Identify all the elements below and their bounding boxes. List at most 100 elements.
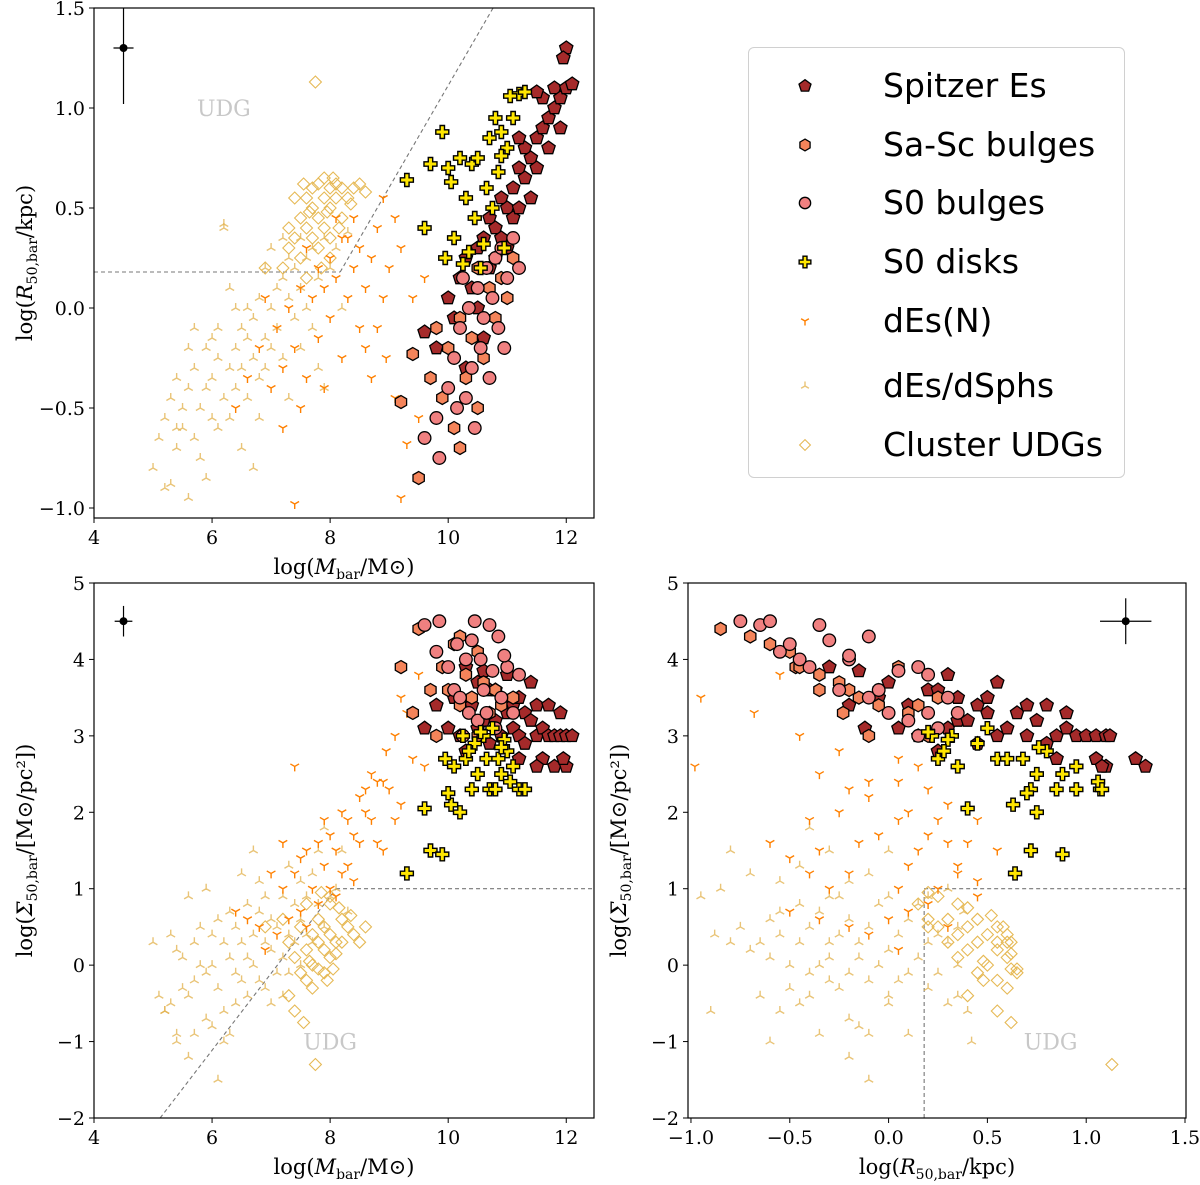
data-point <box>225 952 235 961</box>
data-point <box>491 629 506 644</box>
data-point <box>337 809 347 818</box>
axes-frame <box>93 582 595 1119</box>
data-point <box>862 728 876 744</box>
data-point <box>166 929 176 938</box>
data-point <box>482 130 497 146</box>
data-point <box>290 870 300 879</box>
legend-marker-icon <box>798 255 812 269</box>
y-tick-label: 2 <box>667 802 679 824</box>
data-point <box>305 927 320 942</box>
data-point <box>372 224 383 233</box>
data-point <box>802 660 817 675</box>
data-point <box>331 274 341 283</box>
data-point <box>1004 935 1018 949</box>
data-point <box>765 914 775 923</box>
data-point <box>177 403 188 412</box>
data-point <box>230 404 241 413</box>
data-point <box>980 721 995 736</box>
data-point <box>854 937 864 946</box>
data-point <box>323 181 337 195</box>
y-tick-label: 0.5 <box>55 198 85 220</box>
data-point <box>467 614 482 629</box>
data-point <box>213 323 223 332</box>
data-point <box>506 231 521 245</box>
data-point <box>278 364 288 373</box>
udg-region-label: UDG <box>1024 1031 1078 1056</box>
data-point <box>864 868 874 877</box>
data-point <box>313 264 324 273</box>
data-point <box>745 868 755 877</box>
data-point <box>284 916 294 925</box>
data-point <box>512 667 526 682</box>
axis-label-post: /[M⊙/pc²]) <box>607 744 631 855</box>
data-point <box>814 906 825 915</box>
data-point <box>1031 740 1046 755</box>
data-point <box>154 990 164 999</box>
data-point <box>458 190 474 206</box>
data-point <box>276 261 290 275</box>
data-point <box>951 950 965 965</box>
data-point <box>447 420 461 436</box>
data-point <box>354 839 365 848</box>
data-point <box>972 816 983 825</box>
data-point <box>299 897 314 911</box>
axis-label-post: /M⊙) <box>360 1155 414 1179</box>
data-point <box>394 659 408 675</box>
legend-marker <box>798 196 812 210</box>
data-point <box>207 1021 217 1030</box>
data-point <box>970 736 985 751</box>
data-point <box>290 500 300 509</box>
data-point <box>494 148 509 164</box>
x-tick-label: 8 <box>324 527 336 549</box>
data-point <box>417 431 432 445</box>
udg-region-label: UDG <box>197 97 251 122</box>
data-point <box>390 214 400 223</box>
x-tick-label: 1.0 <box>1071 1127 1101 1149</box>
series-des-dsphs <box>696 822 977 1083</box>
data-point <box>990 751 1005 766</box>
plot-area: UDG <box>94 8 580 509</box>
data-point <box>230 921 241 931</box>
data-point <box>396 801 406 810</box>
data-point <box>308 75 323 89</box>
data-point <box>851 663 867 678</box>
data-point <box>332 221 346 235</box>
data-point <box>794 732 805 741</box>
data-point <box>290 763 300 772</box>
data-point <box>824 952 834 961</box>
data-point <box>331 214 341 223</box>
data-point <box>461 301 476 315</box>
data-point <box>517 735 533 750</box>
legend-label: Cluster UDGs <box>883 425 1103 464</box>
data-point <box>278 353 288 362</box>
data-point <box>996 920 1010 934</box>
y-tick-label: −2 <box>57 1108 85 1130</box>
data-point <box>195 403 205 412</box>
legend-label: dEs/dSphs <box>883 366 1055 405</box>
data-point <box>923 983 933 992</box>
data-point <box>399 172 415 188</box>
data-point <box>201 1013 211 1022</box>
data-point <box>378 294 388 303</box>
data-point <box>266 870 276 879</box>
data-point <box>913 952 923 961</box>
data-point <box>323 201 337 215</box>
series-s0-bulges <box>733 614 965 743</box>
axis-label-sub: 50,bar <box>25 238 41 285</box>
data-point <box>470 766 485 782</box>
data-point <box>266 914 276 923</box>
axis-label-sym: M <box>314 555 337 579</box>
data-point <box>775 929 785 938</box>
data-point <box>305 958 320 972</box>
data-point <box>432 451 447 465</box>
data-point <box>953 862 963 871</box>
panel-bottom-right: UDG−1.0 −0.5 0.0 0.5 1.0 1.5−2−1012345log(R50… <box>607 573 1200 1183</box>
data-point <box>861 629 876 644</box>
data-point <box>854 839 864 848</box>
axis-label-sub: bar <box>336 1167 360 1183</box>
data-point <box>479 180 494 196</box>
data-point <box>413 414 424 423</box>
data-point <box>213 423 223 432</box>
data-point <box>189 975 200 984</box>
legend: Spitzer Es Sa-Sc bulges S0 bulges S0 disks d… <box>748 47 1125 478</box>
